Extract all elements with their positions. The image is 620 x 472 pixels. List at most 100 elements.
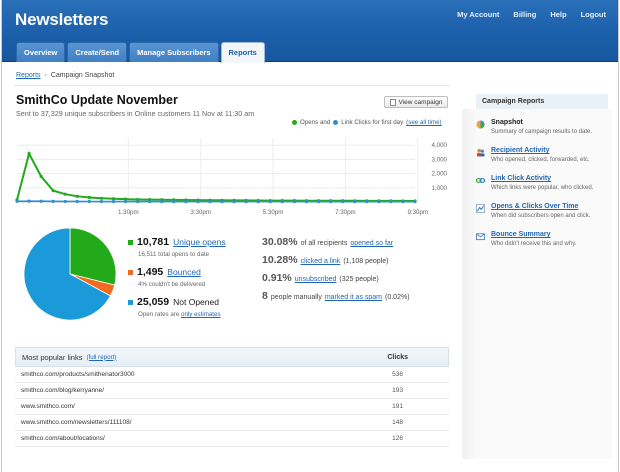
nav-billing[interactable]: Billing bbox=[513, 10, 537, 19]
sidebar-item-desc: Summary of campaign results to date. bbox=[491, 129, 593, 135]
line-chart-icon bbox=[476, 204, 485, 213]
pct-clicked-tail: (1,108 people) bbox=[343, 258, 389, 265]
sidebar-item-desc: When did subscribers open and click. bbox=[491, 213, 591, 219]
link-url: www.smithco.com/ bbox=[21, 403, 75, 410]
pct-unsubscribed: 0.91% unsubscribed (325 people) bbox=[262, 272, 379, 284]
clicks-point bbox=[160, 199, 164, 204]
breadcrumb-current: Campaign Snapshot bbox=[50, 72, 115, 79]
bounced-sub: 4% couldn't be delivered bbox=[138, 281, 206, 288]
only-estimates-link[interactable]: only estimates bbox=[181, 311, 221, 318]
opens-point bbox=[99, 196, 104, 200]
opens-point bbox=[87, 195, 91, 200]
breadcrumb-reports-link[interactable]: Reports bbox=[16, 72, 41, 79]
clicks-point bbox=[232, 200, 236, 204]
pct-unsub-tail: (325 people) bbox=[339, 276, 379, 283]
opens-point bbox=[63, 192, 67, 196]
opened-so-far-link[interactable]: opened so far bbox=[350, 240, 394, 247]
legend-opens-label: Opens and bbox=[300, 119, 331, 126]
opens-clicks-chart: 1,000 2,000 3,000 4,000 1:30pm 3:30pm 5:30pm 7:… bbox=[15, 132, 451, 222]
pie-chart bbox=[22, 226, 118, 322]
document-icon bbox=[389, 98, 396, 106]
link-clicks: 193 bbox=[392, 387, 403, 394]
clicked-a-link-link[interactable]: clicked a link bbox=[300, 258, 341, 265]
clicks-point bbox=[27, 199, 31, 203]
table-row[interactable]: www.smithco.com/ 191 bbox=[15, 399, 449, 415]
clicks-point bbox=[280, 200, 284, 204]
pct-unsub-value: 0.91% bbox=[262, 272, 292, 284]
link-clicks: 126 bbox=[392, 435, 403, 442]
clicks-point bbox=[413, 200, 417, 204]
full-report-wrap: (full report) bbox=[86, 354, 116, 361]
clicks-point bbox=[401, 200, 405, 204]
pie-slice-not-opened bbox=[23, 227, 112, 321]
tab-overview[interactable]: Overview bbox=[16, 42, 66, 62]
legend-clicks-label: Link Clicks for first day bbox=[341, 119, 404, 126]
opens-sub: 16,511 total opens to date bbox=[138, 251, 210, 258]
y-tick-label: 3,000 bbox=[432, 156, 448, 163]
table-row[interactable]: smithco.com/blog/kerryanne/ 193 bbox=[15, 383, 449, 399]
unique-opens-link[interactable]: Unique opens bbox=[173, 237, 226, 247]
stat-not-opened: 25,059 Not Opened bbox=[128, 296, 219, 308]
tab-create-send[interactable]: Create/Send bbox=[67, 42, 128, 62]
opens-color-square bbox=[128, 239, 133, 245]
pct-spam-tail: (0.02%) bbox=[385, 294, 410, 301]
clicks-point bbox=[15, 199, 19, 203]
table-row[interactable]: smithco.com/products/smithenator3000 536 bbox=[15, 367, 449, 383]
link-clicks: 148 bbox=[392, 419, 403, 426]
clicks-point bbox=[353, 200, 357, 204]
bounced-link[interactable]: Bounced bbox=[167, 267, 201, 277]
sidebar-item-label: Link Click Activity bbox=[491, 175, 552, 182]
x-tick-label: 3:30pm bbox=[190, 209, 211, 216]
sidebar-item-label: Snapshot bbox=[491, 119, 523, 126]
y-tick-label: 4,000 bbox=[432, 142, 448, 149]
pie-chart-icon bbox=[476, 120, 485, 129]
campaign-reports-sidebar: Campaign Reports Snapshot Summary of cam… bbox=[476, 94, 608, 247]
see-all-time-link[interactable]: (see all time) bbox=[406, 119, 442, 126]
sidebar-item-desc: Who didn't receive this and why. bbox=[491, 241, 577, 247]
link-url: www.smithco.com/newsletters/111108/ bbox=[21, 419, 132, 426]
opens-point bbox=[51, 189, 55, 193]
clicks-point bbox=[75, 199, 79, 204]
marked-as-spam-link[interactable]: marked it as spam bbox=[324, 294, 383, 301]
pct-opened-text: of all recipients bbox=[300, 240, 348, 247]
y-tick-label: 1,000 bbox=[432, 185, 448, 192]
clicks-point bbox=[148, 199, 152, 204]
chart-svg: 1,000 2,000 3,000 4,000 1:30pm 3:30pm 5:30pm 7:… bbox=[15, 138, 448, 216]
clicks-point bbox=[389, 200, 393, 204]
link-icon bbox=[476, 178, 485, 183]
clicks-point bbox=[316, 200, 321, 204]
clicks-point bbox=[377, 200, 381, 204]
popular-links-table: Most popular links (full report) Clicks … bbox=[15, 347, 449, 447]
tab-manage-subscribers[interactable]: Manage Subscribers bbox=[129, 42, 219, 62]
pct-clicked: 10.28% clicked a link (1,108 people) bbox=[262, 254, 388, 266]
clicks-point bbox=[304, 200, 309, 204]
opens-point bbox=[123, 197, 128, 201]
clicks-point bbox=[328, 200, 333, 204]
nav-help[interactable]: Help bbox=[550, 10, 567, 19]
full-report-link[interactable]: (full report) bbox=[86, 353, 117, 361]
breadcrumb-separator-icon: › bbox=[44, 72, 47, 79]
x-tick-label: 1:30pm bbox=[118, 209, 139, 216]
sidebar-title: Campaign Reports bbox=[476, 94, 608, 109]
divider bbox=[14, 85, 450, 86]
x-tick-label: 7:30pm bbox=[335, 209, 356, 216]
sidebar-item-label: Recipient Activity bbox=[491, 147, 550, 154]
clicks-point bbox=[196, 200, 200, 204]
nav-logout[interactable]: Logout bbox=[580, 10, 606, 19]
main-tabs: Overview Create/Send Manage Subscribers … bbox=[16, 42, 265, 63]
stat-bounced: 1,495 Bounced bbox=[128, 266, 201, 278]
nav-my-account[interactable]: My Account bbox=[457, 10, 500, 19]
clicks-point bbox=[39, 199, 43, 203]
pct-opened-value: 30.08% bbox=[262, 236, 298, 248]
table-row[interactable]: www.smithco.com/newsletters/111108/ 148 bbox=[15, 415, 449, 431]
unsubscribed-link[interactable]: unsubscribed bbox=[294, 276, 337, 283]
clicks-point bbox=[341, 200, 345, 204]
table-row[interactable]: smithco.com/about/locations/ 126 bbox=[15, 431, 449, 447]
view-campaign-button[interactable]: View campaign bbox=[384, 96, 448, 108]
clicks-point bbox=[365, 200, 369, 204]
tab-reports[interactable]: Reports bbox=[220, 42, 265, 63]
clicks-point bbox=[51, 199, 55, 203]
popular-links-title: Most popular links bbox=[22, 352, 83, 362]
pct-spam: 8 people manually marked it as spam (0.0… bbox=[262, 290, 410, 302]
clicks-point bbox=[111, 199, 116, 204]
